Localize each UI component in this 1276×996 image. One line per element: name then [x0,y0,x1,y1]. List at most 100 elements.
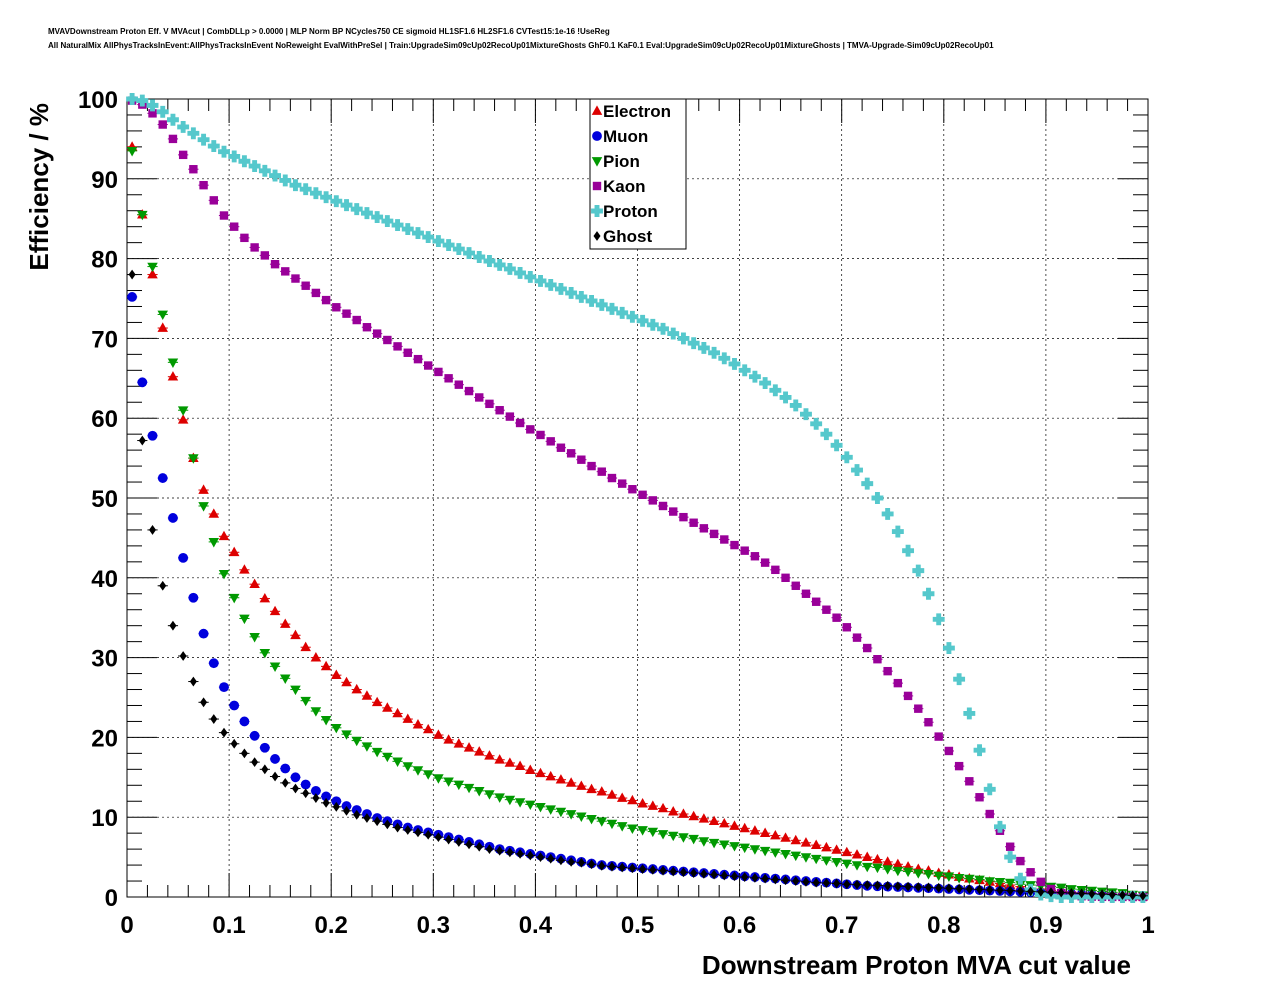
pion-point [984,877,995,887]
kaon-point [628,485,637,494]
electron-point [443,734,454,744]
ghost-point [802,876,810,887]
proton-point [708,346,721,359]
ghost-point [353,809,361,820]
ghost-point [526,850,534,861]
kaon-point [526,425,535,434]
ghost-point [149,525,157,535]
series-ghost [127,269,1148,901]
ghost-point [741,872,749,882]
ghost-point [649,864,657,875]
kaon-point [413,354,423,364]
kaon-point [321,295,331,305]
electron-point [596,786,608,796]
ghost-point [332,801,340,812]
muon-point [270,754,280,764]
pion-point [933,871,944,882]
electron-point [586,783,597,794]
electron-point [861,851,873,861]
proton-point [463,247,475,259]
pion-point [565,810,577,820]
y-tick-label: 80 [91,247,118,274]
legend-label-proton: Proton [603,202,658,221]
proton-point [912,564,925,577]
proton-point [360,207,373,220]
pion-point [749,845,761,855]
proton-point [871,492,884,504]
pion-point [688,834,699,845]
electron-point [851,849,863,859]
kaon-point [168,134,178,144]
ghost-point [1006,885,1014,896]
kaon-point [291,274,300,283]
proton-point [677,332,690,345]
kaon-point [791,581,800,590]
electron-point [708,815,720,826]
muon-point [229,700,240,711]
proton-point [728,357,741,370]
pion-point [443,777,454,787]
x-tick-label: 0.4 [519,912,553,939]
y-tick-label: 50 [91,486,118,513]
electron-point [167,371,179,381]
pion-point [473,787,485,797]
ghost-point [291,783,299,794]
x-tick-label: 0.2 [315,912,348,939]
chart-title-line-2: All NaturalMix AllPhysTracksInEvent:AllP… [48,41,994,50]
muon-point [168,513,178,523]
kaon-point [260,251,270,260]
proton-point [595,298,608,311]
kaon-point [587,461,596,471]
proton-point [289,179,302,192]
ghost-point [373,816,381,827]
ghost-point [1047,887,1055,898]
kaon-point [444,374,453,383]
pion-point [576,812,587,823]
electron-point [892,858,904,869]
electron-point [606,789,618,799]
ghost-point [945,883,953,894]
legend-entry-pion: Pion [591,152,640,171]
kaon-point [822,605,831,614]
grid-lines [127,99,1148,897]
electron-point [269,605,281,616]
kaon-point [546,437,555,446]
electron-point [790,834,802,845]
x-axis-label: Downstream Proton MVA cut value [702,950,1131,980]
pion-point [188,454,199,464]
proton-point [932,613,945,626]
pion-point [1015,880,1026,890]
kaon-point [393,342,402,351]
muon-point [280,763,291,774]
proton-point [902,544,915,557]
kaon-point [281,267,290,276]
pion-point [923,870,934,880]
muon-point [178,552,189,563]
electron-point [647,800,659,810]
kaon-point [454,380,464,389]
ghost-point [465,839,473,850]
proton-point [657,322,669,335]
ghost-point [363,813,371,823]
pion-point [208,538,220,548]
electron-point [627,794,638,805]
pion-point [964,874,975,885]
ghost-point [537,852,545,862]
proton-point [412,227,424,240]
y-axis-label: Efficiency / % [24,103,54,271]
electron-point [494,754,505,764]
electron-point [310,652,322,662]
proton-point [554,282,567,295]
muon-point [239,716,250,727]
pion-point [361,742,373,752]
kaon-point [750,552,760,561]
ghost-point [414,827,422,838]
electron-point [351,683,362,694]
electron-point [484,750,495,760]
pion-point [514,798,526,808]
proton-point [953,673,966,686]
electron-point [657,802,669,813]
pion-point [239,614,250,625]
kaon-point [178,150,188,160]
x-tick-label: 0.6 [723,912,756,939]
